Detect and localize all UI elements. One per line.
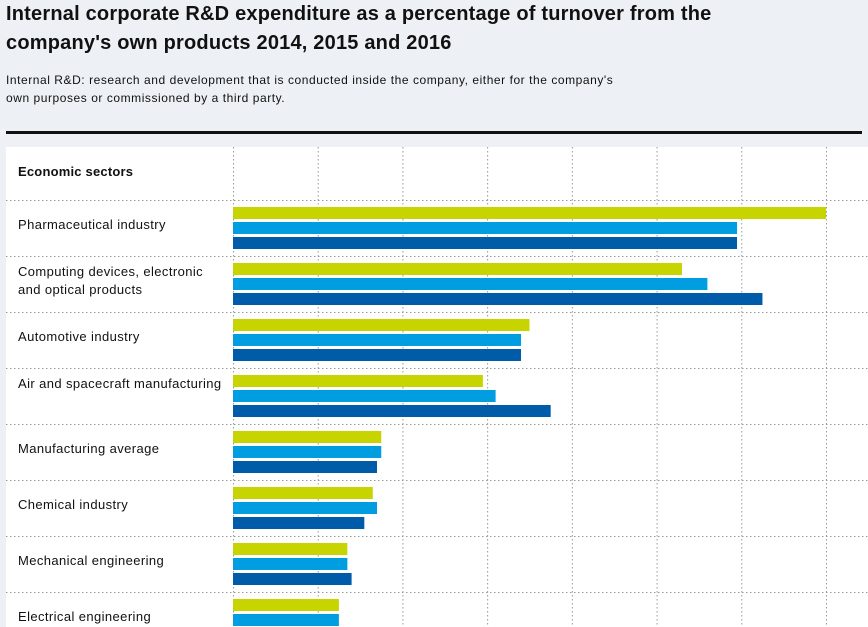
bar <box>233 558 348 570</box>
divider <box>6 131 862 134</box>
bar <box>233 487 373 499</box>
chart-title: Internal corporate R&D expenditure as a … <box>6 3 712 54</box>
bar <box>233 502 378 514</box>
bar <box>233 207 826 219</box>
category-label: Pharmaceutical industry <box>18 217 166 232</box>
bar <box>233 349 522 361</box>
bar <box>233 614 339 626</box>
category-label: Chemical industry <box>18 497 129 512</box>
bar <box>233 319 530 331</box>
category-header: Economic sectors <box>18 164 134 179</box>
bar <box>233 446 382 458</box>
category-label: Manufacturing average <box>18 441 160 456</box>
bar <box>233 222 738 234</box>
bar <box>233 405 551 417</box>
bar-chart <box>6 147 868 627</box>
bar <box>233 293 763 305</box>
category-label: Automotive industry <box>18 329 140 344</box>
category-label: Electrical engineering <box>18 609 152 624</box>
bar <box>233 599 339 611</box>
bar <box>233 431 382 443</box>
bar <box>233 278 708 290</box>
chart-panel: Economic sectors Pharmaceutical industry… <box>6 147 868 627</box>
category-label: Mechanical engineering <box>18 553 165 568</box>
bar <box>233 390 496 402</box>
bar <box>233 461 378 473</box>
bar <box>233 517 365 529</box>
bar <box>233 375 483 387</box>
bar <box>233 263 682 275</box>
chart-subtitle: Internal R&D: research and development t… <box>6 73 614 105</box>
category-label: Computing devices, electronic and optica… <box>18 264 204 297</box>
category-label: Air and spacecraft manufacturing <box>18 376 222 391</box>
bar <box>233 543 348 555</box>
bar <box>233 237 738 249</box>
bar <box>233 573 352 585</box>
bar <box>233 334 522 346</box>
